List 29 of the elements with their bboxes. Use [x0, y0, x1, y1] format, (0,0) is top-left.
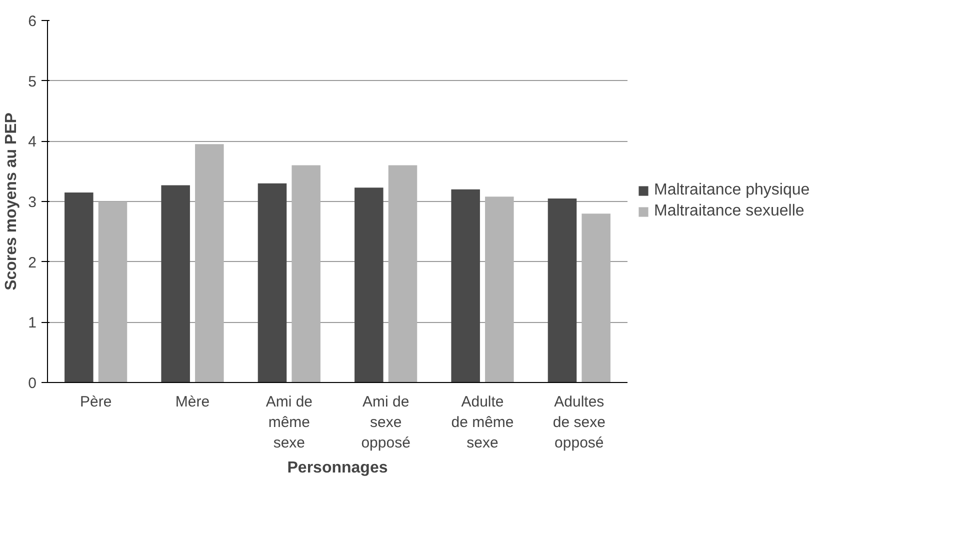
legend-label: Maltraitance sexuelle — [654, 202, 804, 220]
bar — [451, 189, 480, 382]
bar — [64, 192, 94, 382]
y-tick-label: 0 — [28, 375, 36, 392]
bar — [582, 214, 610, 382]
bar — [258, 183, 287, 382]
x-tick-label: Ami de même sexe — [266, 394, 313, 452]
x-tick-label: Ami de sexe opposé — [361, 394, 410, 452]
bar — [485, 196, 514, 382]
legend-label: Maltraitance physique — [654, 182, 810, 200]
y-tick-label: 5 — [28, 73, 36, 90]
bar — [195, 144, 224, 382]
y-tick-label: 3 — [28, 194, 36, 211]
bar — [548, 198, 577, 382]
x-tick-label: Adulte de même sexe — [451, 394, 514, 452]
y-tick-label: 1 — [28, 314, 36, 332]
bar — [98, 202, 128, 382]
bar — [292, 165, 320, 382]
y-tick-label: 2 — [28, 254, 36, 272]
y-tick-label: 4 — [28, 134, 36, 151]
y-axis-title: Scores moyens au PEP — [3, 112, 20, 290]
y-tick-label: 6 — [28, 13, 36, 30]
x-tick-label: Adultes de sexe opposé — [552, 394, 606, 452]
bar — [161, 185, 190, 382]
x-tick-label: Mère — [175, 394, 210, 410]
x-tick-label: Père — [80, 394, 112, 410]
bar — [354, 188, 384, 382]
x-axis-title: Personnages — [287, 459, 388, 476]
bar — [388, 165, 418, 382]
